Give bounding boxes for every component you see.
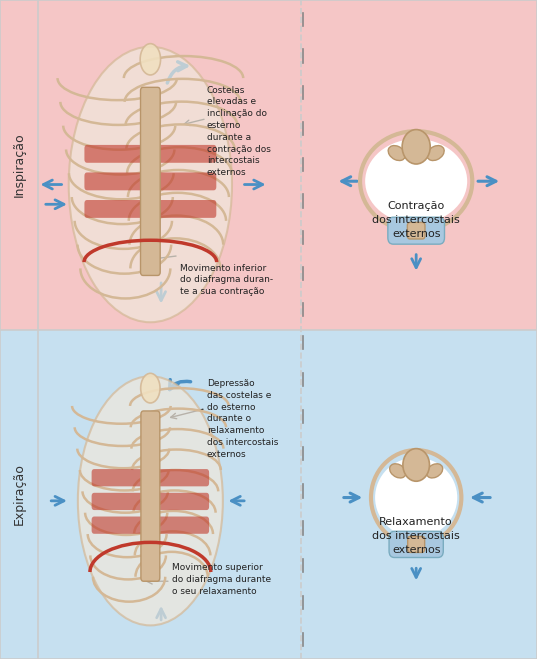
FancyBboxPatch shape xyxy=(408,222,425,239)
Text: Depressão
das costelas e
do esterno
durante o
relaxamento
dos intercostais
exter: Depressão das costelas e do esterno dura… xyxy=(207,379,278,459)
FancyBboxPatch shape xyxy=(92,517,209,534)
Text: Contração
dos intercostais
externos: Contração dos intercostais externos xyxy=(372,201,460,239)
Ellipse shape xyxy=(69,47,232,322)
FancyBboxPatch shape xyxy=(92,469,209,486)
FancyBboxPatch shape xyxy=(38,0,537,330)
Ellipse shape xyxy=(141,373,160,403)
FancyBboxPatch shape xyxy=(141,87,160,275)
FancyBboxPatch shape xyxy=(84,200,216,218)
Ellipse shape xyxy=(403,449,430,481)
Text: Movimento superior
do diafragma durante
o seu relaxamento: Movimento superior do diafragma durante … xyxy=(172,563,271,596)
FancyBboxPatch shape xyxy=(38,330,537,659)
FancyBboxPatch shape xyxy=(388,217,445,244)
Ellipse shape xyxy=(78,376,223,625)
Ellipse shape xyxy=(427,146,444,161)
Ellipse shape xyxy=(375,457,457,538)
FancyBboxPatch shape xyxy=(84,145,216,163)
FancyBboxPatch shape xyxy=(0,0,38,330)
FancyBboxPatch shape xyxy=(408,536,425,552)
Text: Costelas
elevadas e
inclinação do
esterno
durante a
contração dos
intercostais
e: Costelas elevadas e inclinação do estern… xyxy=(207,86,271,177)
FancyBboxPatch shape xyxy=(84,173,216,190)
Ellipse shape xyxy=(388,146,405,161)
Ellipse shape xyxy=(365,139,467,223)
Ellipse shape xyxy=(140,43,161,75)
Text: Expiração: Expiração xyxy=(12,463,25,525)
FancyBboxPatch shape xyxy=(92,493,209,510)
FancyBboxPatch shape xyxy=(389,531,444,558)
FancyBboxPatch shape xyxy=(0,330,38,659)
Text: Inspiração: Inspiração xyxy=(12,132,25,197)
Ellipse shape xyxy=(390,464,406,478)
Ellipse shape xyxy=(426,464,442,478)
Text: Movimento inferior
do diafragma duran-
te a sua contração: Movimento inferior do diafragma duran- t… xyxy=(180,264,273,296)
Text: Relaxamento
dos intercostais
externos: Relaxamento dos intercostais externos xyxy=(372,517,460,556)
FancyBboxPatch shape xyxy=(141,411,160,581)
Ellipse shape xyxy=(402,130,430,164)
